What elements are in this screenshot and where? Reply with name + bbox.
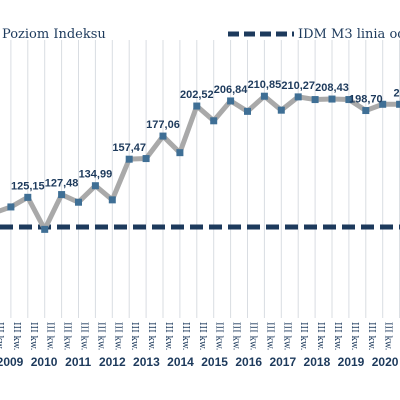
tick-label-quarter: III kw. xyxy=(248,322,258,351)
tick-label-year: 2013 xyxy=(133,355,160,369)
tick-label-quarter: III kw. xyxy=(163,322,173,351)
tick-label-year: 2010 xyxy=(31,355,58,369)
tick-label-quarter: III kw. xyxy=(180,322,190,351)
tick-label-quarter: III kw. xyxy=(28,322,38,351)
tick-label-quarter: III kw. xyxy=(129,322,139,351)
data-point xyxy=(41,225,49,233)
data-point xyxy=(193,102,201,110)
data-point xyxy=(58,191,66,199)
data-point xyxy=(75,198,82,206)
data-point xyxy=(159,132,167,140)
data-point xyxy=(294,93,302,101)
tick-label-year: 2012 xyxy=(99,355,126,369)
tick-label-year: 2016 xyxy=(235,355,262,369)
data-label: 20 xyxy=(393,87,400,99)
data-point xyxy=(7,203,15,211)
data-point xyxy=(210,117,218,125)
legend-entry-index: Poziom Indeksu xyxy=(2,27,106,42)
data-labels: 2125,15127,48134,99157,47177,06202,52206… xyxy=(11,79,400,192)
tick-label-quarter: III kw. xyxy=(264,322,274,351)
tick-label-year: 2018 xyxy=(304,355,331,369)
data-label: 210,27 xyxy=(281,80,315,92)
data-label: 202,52 xyxy=(180,89,214,101)
tick-label-quarter: III kw. xyxy=(95,322,105,351)
data-point xyxy=(24,193,32,201)
data-point xyxy=(125,155,133,163)
tick-label-quarter: III kw. xyxy=(383,322,393,351)
data-point xyxy=(244,107,251,115)
tick-label-quarter: III kw. xyxy=(349,322,359,351)
tick-label-quarter: III kw. xyxy=(298,322,308,351)
data-point xyxy=(227,97,235,105)
data-label: 125,15 xyxy=(11,180,45,192)
tick-label-year: 2015 xyxy=(201,355,228,369)
data-label: 208,43 xyxy=(315,82,349,94)
data-label: 210,85 xyxy=(248,79,282,91)
x-axis: III kw. III kw. III kw. III kw. III kw. III k… xyxy=(0,322,400,369)
data-label: 157,47 xyxy=(112,142,146,154)
tick-label-quarter: III kw. xyxy=(112,322,122,351)
tick-label-quarter: III kw. xyxy=(332,322,342,351)
tick-label-quarter: III kw. xyxy=(0,322,4,351)
chart-grid xyxy=(10,40,400,318)
tick-label-year: 2009 xyxy=(0,355,24,369)
tick-label-quarter: III kw. xyxy=(79,322,89,351)
tick-label-quarter: III kw. xyxy=(45,322,55,351)
data-point xyxy=(176,149,184,157)
data-label: 134,99 xyxy=(79,169,113,181)
data-point xyxy=(396,100,400,108)
tick-label-quarter: III kw. xyxy=(11,322,21,351)
data-point xyxy=(142,155,150,163)
series-line-index xyxy=(0,93,400,232)
tick-label-quarter: III kw. xyxy=(214,322,224,351)
data-point xyxy=(260,92,268,100)
data-label: 177,06 xyxy=(146,119,180,131)
data-label: 206,84 xyxy=(214,84,249,96)
tick-label-quarter: III kw. xyxy=(197,322,207,351)
tick-label-year: 2020 xyxy=(372,355,399,369)
tick-label-quarter: III kw. xyxy=(146,322,156,351)
tick-label-quarter: III kw. xyxy=(62,322,72,351)
tick-label-quarter: III kw. xyxy=(231,322,241,351)
data-label: 127,48 xyxy=(45,178,79,190)
tick-label-quarter: III kw. xyxy=(366,322,376,351)
data-point xyxy=(311,96,319,104)
data-point xyxy=(91,182,99,190)
data-label: 198,70 xyxy=(349,94,383,106)
tick-label-year: 2019 xyxy=(338,355,365,369)
tick-label-year: 2014 xyxy=(167,355,194,369)
tick-label-quarter: III kw. xyxy=(281,322,291,351)
data-point xyxy=(345,96,353,104)
legend-entry-baseline: IDM M3 linia od xyxy=(298,27,400,42)
chart-legend: Poziom Indeksu IDM M3 linia od xyxy=(2,27,400,42)
data-point xyxy=(379,100,387,108)
data-point xyxy=(362,107,370,115)
tick-label-year: 2011 xyxy=(65,355,91,369)
series-index xyxy=(0,92,400,233)
data-point xyxy=(108,196,116,204)
tick-label-quarter: III kw. xyxy=(315,322,325,351)
tick-label-year: 2017 xyxy=(269,355,296,369)
data-point xyxy=(277,106,285,114)
data-point xyxy=(328,95,336,103)
